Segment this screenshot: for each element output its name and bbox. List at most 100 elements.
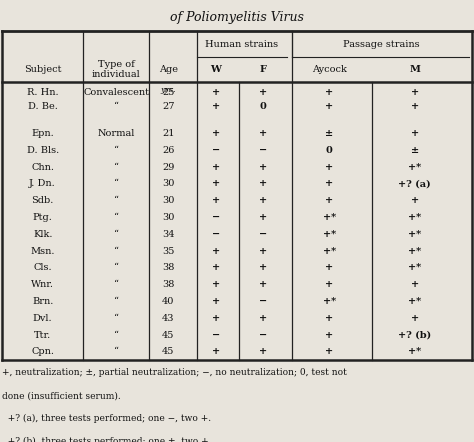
Text: +: + [259, 247, 267, 255]
Text: +: + [325, 196, 334, 205]
Text: “: “ [114, 179, 118, 188]
Text: +*: +* [408, 213, 421, 222]
Text: ±: ± [325, 129, 334, 138]
Text: +: + [211, 129, 220, 138]
Text: “: “ [114, 263, 118, 272]
Text: +, neutralization; ±, partial neutralization; −, no neutralization; 0, test not: +, neutralization; ±, partial neutraliza… [2, 368, 347, 377]
Text: −: − [211, 230, 220, 239]
Text: +: + [259, 280, 267, 289]
Text: +*: +* [323, 247, 336, 255]
Text: −: − [259, 331, 267, 339]
Text: Dvl.: Dvl. [33, 314, 53, 323]
Text: +: + [259, 314, 267, 323]
Text: +: + [211, 280, 220, 289]
Text: Human strains: Human strains [205, 40, 278, 49]
Text: +: + [259, 179, 267, 188]
Text: +: + [325, 280, 334, 289]
Text: 0: 0 [326, 146, 333, 155]
Text: +: + [410, 314, 419, 323]
Text: +: + [259, 196, 267, 205]
Text: +*: +* [408, 263, 421, 272]
Text: +*: +* [323, 230, 336, 239]
Text: +: + [211, 179, 220, 188]
Text: W: W [210, 65, 221, 74]
Text: 34: 34 [162, 230, 174, 239]
Text: 30: 30 [162, 213, 174, 222]
Text: done (insufficient serum).: done (insufficient serum). [2, 391, 121, 400]
Text: +: + [325, 163, 334, 171]
Text: +: + [259, 88, 267, 97]
Text: “: “ [114, 297, 118, 306]
Text: 43: 43 [162, 314, 174, 323]
Text: 38: 38 [162, 280, 174, 289]
Text: +: + [325, 314, 334, 323]
Text: +: + [211, 297, 220, 306]
Text: +: + [325, 88, 334, 97]
Text: “: “ [114, 314, 118, 323]
Text: Aycock: Aycock [312, 65, 347, 74]
Text: −: − [211, 331, 220, 339]
Text: ±: ± [410, 146, 419, 155]
Text: +: + [211, 247, 220, 255]
Text: +: + [211, 163, 220, 171]
Text: +: + [259, 163, 267, 171]
Text: Passage strains: Passage strains [343, 40, 420, 49]
Text: Convalescent: Convalescent [83, 88, 149, 97]
Text: +: + [211, 196, 220, 205]
Text: 30: 30 [162, 196, 174, 205]
Text: Subject: Subject [24, 65, 62, 74]
Text: J. Dn.: J. Dn. [29, 179, 56, 188]
Text: “: “ [114, 196, 118, 205]
Text: 25: 25 [162, 88, 174, 97]
Text: “: “ [114, 213, 118, 222]
Text: Sdb.: Sdb. [31, 196, 54, 205]
Text: 30: 30 [162, 179, 174, 188]
Text: +*: +* [323, 213, 336, 222]
Text: 29: 29 [162, 163, 174, 171]
Text: D. Be.: D. Be. [27, 103, 58, 111]
Text: −: − [211, 146, 220, 155]
Text: +*: +* [408, 163, 421, 171]
Text: Cpn.: Cpn. [31, 347, 54, 356]
Text: +: + [211, 347, 220, 356]
Text: “: “ [114, 230, 118, 239]
Text: +: + [325, 179, 334, 188]
Text: yrs.: yrs. [161, 86, 176, 94]
Text: F: F [260, 65, 266, 74]
Text: 40: 40 [162, 297, 174, 306]
Text: Age: Age [159, 65, 178, 74]
Text: “: “ [114, 247, 118, 255]
Text: 45: 45 [162, 331, 174, 339]
Text: +: + [211, 314, 220, 323]
Text: Klk.: Klk. [33, 230, 53, 239]
Text: +*: +* [408, 347, 421, 356]
Text: +: + [325, 263, 334, 272]
Text: +: + [211, 263, 220, 272]
Text: 45: 45 [162, 347, 174, 356]
Text: Ptg.: Ptg. [33, 213, 53, 222]
Text: +: + [410, 280, 419, 289]
Text: Chn.: Chn. [31, 163, 54, 171]
Text: 0: 0 [260, 103, 266, 111]
Text: “: “ [114, 347, 118, 356]
Text: +: + [325, 103, 334, 111]
Text: +*: +* [323, 297, 336, 306]
Text: +: + [325, 331, 334, 339]
Text: Brn.: Brn. [32, 297, 54, 306]
Text: +: + [410, 88, 419, 97]
Text: Wnr.: Wnr. [31, 280, 54, 289]
Text: “: “ [114, 280, 118, 289]
Text: +: + [410, 103, 419, 111]
Text: +*: +* [408, 230, 421, 239]
Text: 35: 35 [162, 247, 174, 255]
Text: Cls.: Cls. [33, 263, 52, 272]
Text: “: “ [114, 163, 118, 171]
Text: “: “ [114, 103, 118, 111]
Text: +*: +* [408, 297, 421, 306]
Text: −: − [259, 146, 267, 155]
Text: +: + [410, 196, 419, 205]
Text: −: − [259, 297, 267, 306]
Text: −: − [211, 213, 220, 222]
Text: −: − [259, 230, 267, 239]
Text: Type of
individual: Type of individual [92, 60, 140, 79]
